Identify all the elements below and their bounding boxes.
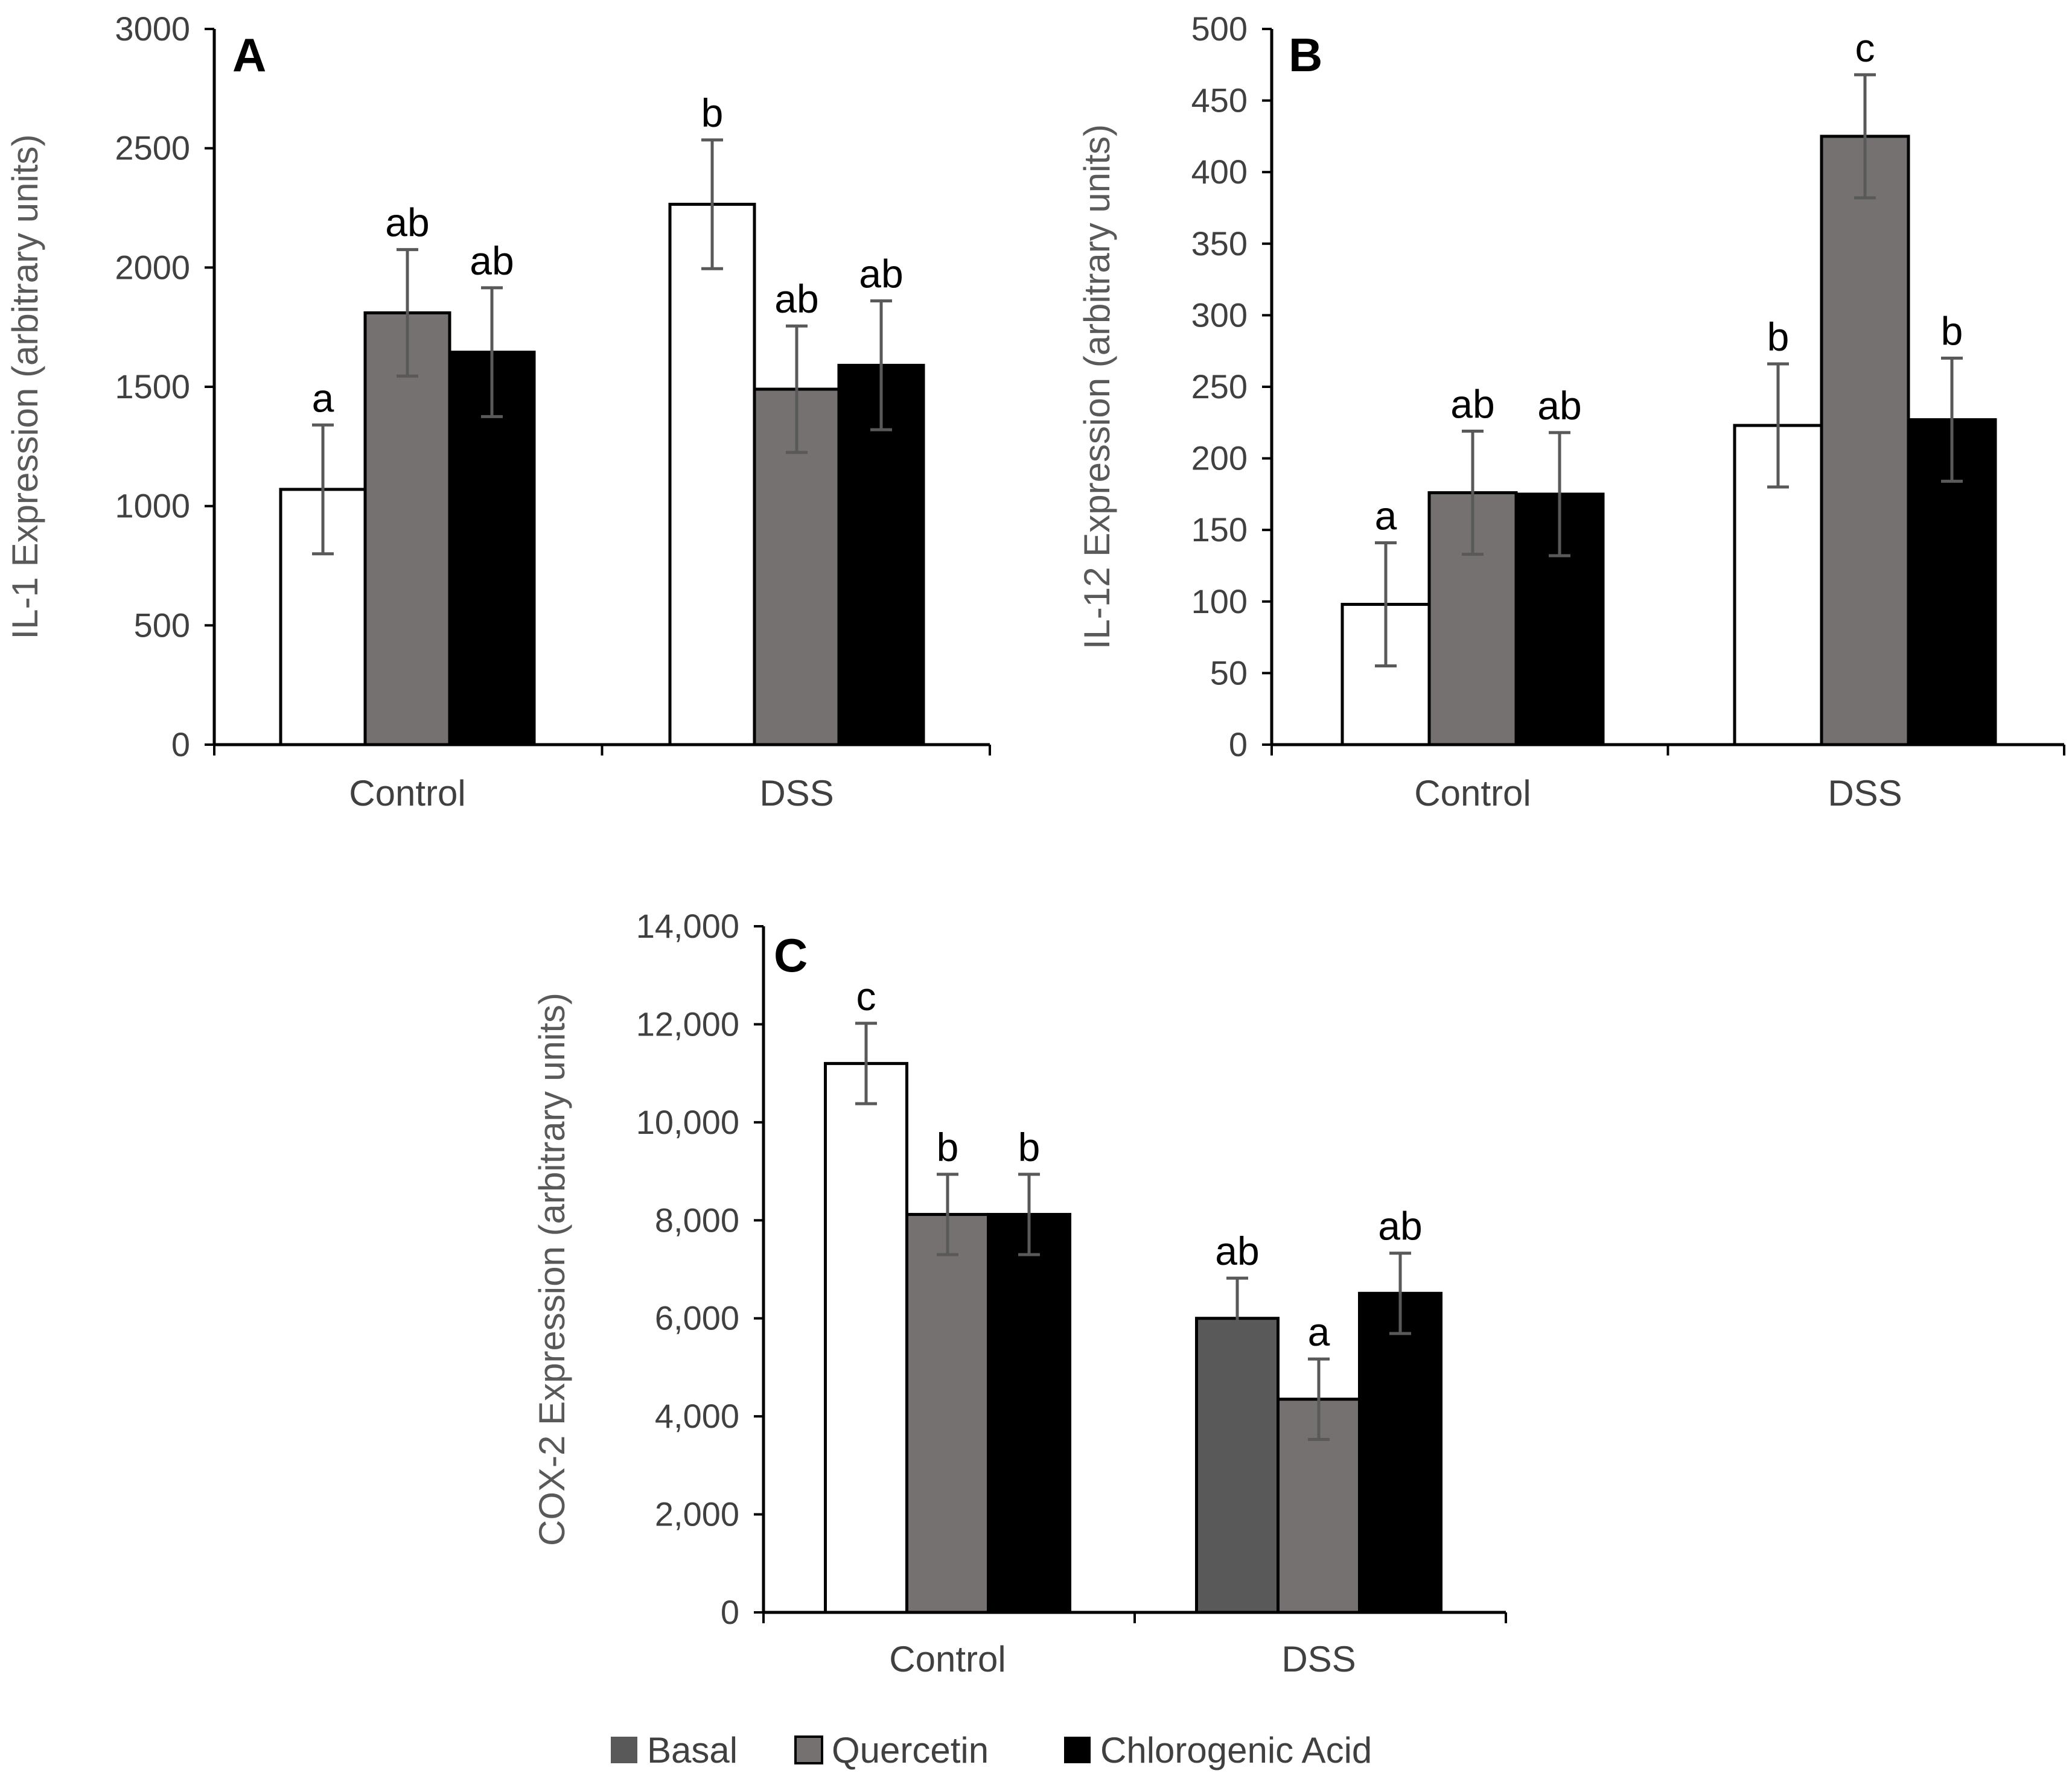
significance-letter: c: [856, 974, 876, 1019]
x-category-label: DSS: [759, 773, 834, 813]
y-tick-label: 2500: [115, 129, 190, 167]
bar: [668, 203, 756, 746]
significance-letter: ab: [774, 276, 818, 321]
y-axis-title: IL-12 Expression (arbitrary units): [1077, 124, 1117, 649]
legend-label: Basal: [647, 1730, 738, 1770]
y-tick-label: 250: [1191, 367, 1248, 406]
legend-label: Chlorogenic Acid: [1100, 1730, 1372, 1770]
legend-swatch: [611, 1737, 637, 1763]
bar: [1195, 1317, 1280, 1614]
legend-label: Quercetin: [832, 1730, 989, 1770]
y-tick-label: 1000: [115, 487, 190, 525]
significance-letter: ab: [859, 252, 903, 296]
significance-letter: b: [1767, 314, 1790, 359]
y-tick-label: 200: [1191, 439, 1248, 477]
x-category-label: DSS: [1281, 1639, 1356, 1679]
y-tick-label: 350: [1191, 224, 1248, 262]
panel-c-chart: 0 2,000 4,000 6,000 8,000 10,000 12,000 14,000 C…: [532, 907, 1507, 1679]
y-tick-label: 14,000: [636, 907, 739, 945]
significance-letter: a: [1308, 1309, 1330, 1354]
significance-letter: a: [1375, 494, 1397, 538]
bar: [824, 1061, 908, 1614]
x-category-label: DSS: [1828, 773, 1902, 813]
significance-letter: ab: [1537, 383, 1581, 428]
y-axis-title: IL-1 Expression (arbitrary units): [5, 135, 45, 640]
y-tick-label: 8,000: [655, 1201, 739, 1239]
y-tick-label: 0: [171, 725, 190, 763]
panel-label: C: [774, 929, 808, 982]
legend: Basal Quercetin Chlorogenic Acid: [611, 1730, 1372, 1770]
y-tick-label: 450: [1191, 81, 1248, 119]
bar: [1358, 1291, 1442, 1614]
y-tick-label: 0: [1229, 725, 1248, 763]
y-tick-label: 300: [1191, 296, 1248, 334]
y-tick-label: 500: [1191, 10, 1248, 48]
significance-letter: a: [312, 375, 334, 420]
y-tick-label: 150: [1191, 511, 1248, 549]
legend-swatch: [1064, 1737, 1091, 1763]
y-tick-label: 10,000: [636, 1103, 739, 1141]
significance-letter: ab: [470, 238, 514, 283]
y-axis-title: COX-2 Expression (arbitrary units): [532, 993, 572, 1546]
x-category-label: Control: [889, 1639, 1006, 1679]
y-tick-label: 4,000: [655, 1397, 739, 1435]
panel-a-chart: 0 500 1000 1500 2000 2500 3000 Control DSS IL-1 E…: [5, 10, 991, 813]
y-tick-label: 100: [1191, 582, 1248, 620]
significance-letter: ab: [1378, 1204, 1422, 1249]
significance-letter: b: [937, 1125, 959, 1169]
legend-swatch: [794, 1735, 823, 1764]
significance-letter: ab: [1450, 382, 1494, 427]
panel-b-chart: 0 50 100 150 200 250 300 350 400 450 500 Control DSS…: [1077, 10, 2065, 813]
y-tick-label: 1500: [115, 367, 190, 406]
x-category-label: Control: [1414, 773, 1531, 813]
bar: [987, 1213, 1071, 1614]
y-tick-label: 0: [721, 1593, 739, 1631]
y-tick-label: 2000: [115, 248, 190, 286]
significance-letter: ab: [385, 200, 429, 245]
y-tick-label: 400: [1191, 153, 1248, 191]
significance-letter: b: [1941, 309, 1963, 354]
x-category-label: Control: [349, 773, 465, 813]
panel-label: B: [1289, 28, 1322, 81]
panel-label: A: [232, 28, 266, 81]
y-tick-label: 12,000: [636, 1005, 739, 1043]
y-tick-label: 2,000: [655, 1495, 739, 1533]
bar: [905, 1213, 990, 1614]
y-tick-label: 3000: [115, 10, 190, 48]
significance-letter: c: [1855, 25, 1875, 70]
significance-letter: b: [701, 91, 724, 135]
bar: [363, 311, 451, 746]
y-tick-label: 50: [1210, 654, 1248, 692]
bar: [1820, 135, 1910, 746]
y-tick-label: 500: [134, 606, 190, 644]
significance-letter: ab: [1215, 1229, 1259, 1273]
y-tick-label: 6,000: [655, 1299, 739, 1337]
significance-letter: b: [1018, 1125, 1041, 1169]
